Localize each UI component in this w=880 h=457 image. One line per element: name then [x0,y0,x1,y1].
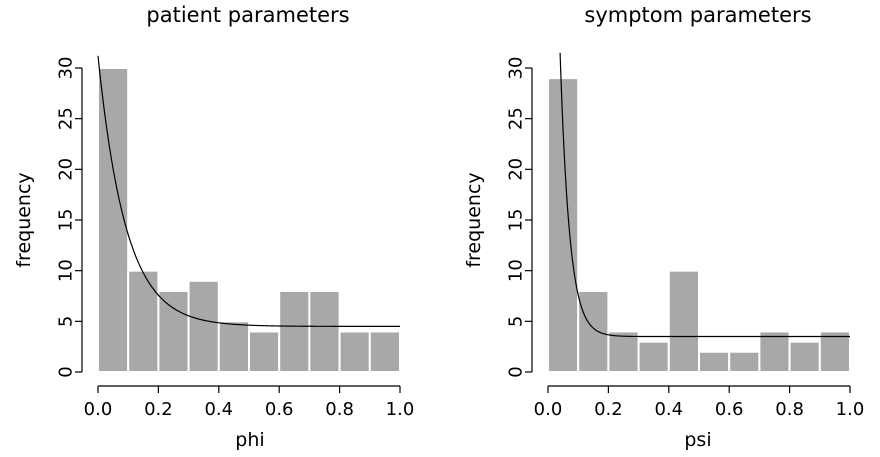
panel-2-x-tick-label-4: 0.6 [715,399,744,420]
panel-1-bar-4 [187,279,220,373]
panel-1-bar-1 [97,67,130,373]
panel-2-bar-3 [607,330,640,374]
panel-2-y-label: frequency [463,172,485,267]
panel-1-y-tick-label-4: 15 [56,209,77,232]
panel-2-bar-10 [818,330,851,374]
panel-1-bar-8 [308,289,341,373]
panel-2-x-tick-label-3: 0.4 [654,399,683,420]
panel-2-x-label: psi [684,429,711,451]
panel-1-bar-6 [248,330,281,374]
panel-1-bar-2 [127,269,160,373]
panel-1-x-tick-label-4: 0.6 [265,399,294,420]
panel-2-x-tick-label-6: 1.0 [836,399,865,420]
panel-1-bar-3 [157,289,190,373]
panel-1-x-tick-label-2: 0.2 [144,399,173,420]
panel-2-y-tick-label-7: 30 [506,57,527,80]
panel-1-y-tick-label-1: 0 [56,366,77,377]
panel-1-fitted-curve [97,55,400,327]
panel-2-x-tick-label-2: 0.2 [594,399,623,420]
panel-1-y-tick-label-2: 5 [56,316,77,327]
panel-2-bar-6 [698,350,731,374]
panel-2-bar-9 [788,340,821,374]
panel-1-y-tick-label-6: 25 [56,107,77,130]
panel-2-x-tick-label-1: 0.0 [534,399,563,420]
panel-1-y-tick-label-3: 10 [56,259,77,282]
panel-1-bar-5 [217,320,251,374]
panel-1-y-tick-label-5: 20 [56,158,77,181]
panel-2-title: symptom parameters [584,3,811,27]
panel-1-y-label: frequency [13,172,35,267]
panel-1-x-tick-label-5: 0.8 [325,399,354,420]
panel-1-x-tick-label-1: 0.0 [84,399,113,420]
panel-1-x-tick-label-3: 0.4 [204,399,233,420]
panel-2-bar-2 [577,289,610,373]
panel-1-x-tick-label-6: 1.0 [386,399,415,420]
panel-2-y-tick-label-2: 5 [506,316,527,327]
panel-2-fitted-curve [559,52,850,338]
panel-2-bar-7 [728,350,761,374]
panel-2-bar-8 [758,330,791,374]
panel-1-bar-9 [338,330,371,374]
panel-2-bar-5 [667,269,700,373]
panel-2-y-tick-label-3: 10 [506,259,527,282]
panel-1-title: patient parameters [146,3,349,27]
panel-1-y-tick-label-7: 30 [56,57,77,80]
panel-1-bar-7 [278,289,311,373]
panel-2-x-tick-label-5: 0.8 [775,399,804,420]
panel-2-y-tick-label-6: 25 [506,107,527,130]
panel-1-x-label: phi [235,429,264,451]
panel-2-bar-4 [637,340,670,374]
panel-2-y-tick-label-1: 0 [506,366,527,377]
panel-1-bar-10 [368,330,401,374]
panel-2-y-tick-label-5: 20 [506,158,527,181]
panel-1: patient parameters 0.0 0.2 0.4 0.6 0.8 1.0 0 5 10… [13,3,414,451]
panel-2-y-tick-label-4: 15 [506,209,527,232]
panel-2: symptom parameters 0.0 0.2 0.4 0.6 0.8 1.0 0 5 10… [463,3,864,451]
